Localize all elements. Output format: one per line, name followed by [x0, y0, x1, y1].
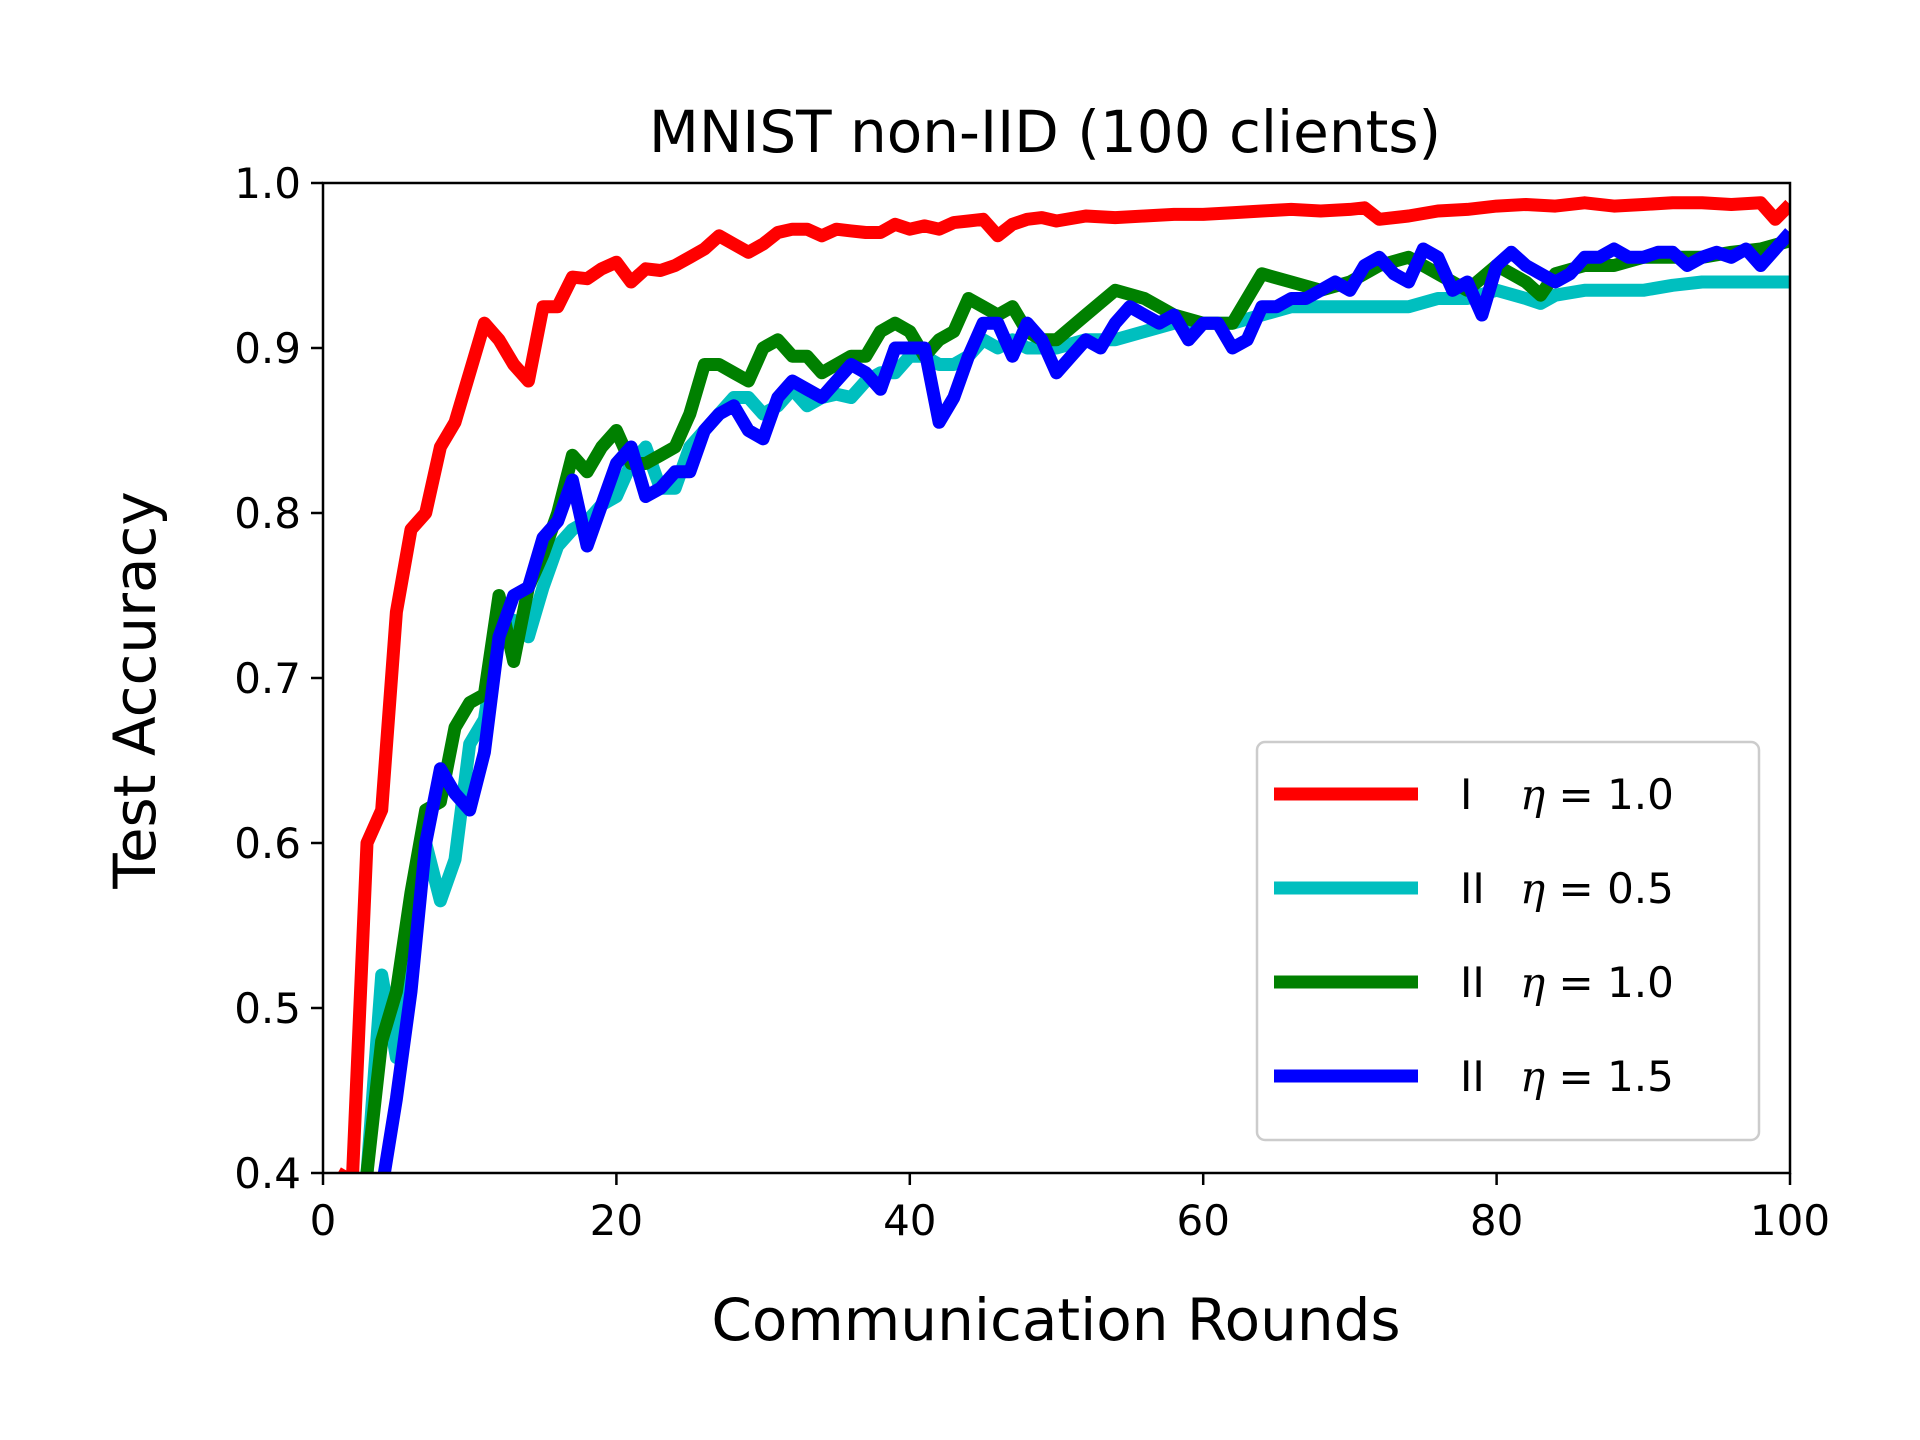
x-tick-label: 40 — [883, 1196, 936, 1245]
y-axis-label: Test Accuracy — [101, 491, 169, 889]
legend-label-2: II η = 0.5 — [1460, 864, 1674, 913]
x-axis: 0 20 40 60 80 100 — [310, 1173, 1830, 1245]
chart-title: MNIST non-IID (100 clients) — [649, 98, 1441, 166]
x-tick-label: 80 — [1470, 1196, 1523, 1245]
series-line-4 — [377, 228, 1790, 1173]
y-tick-label: 1.0 — [234, 159, 301, 208]
series-line-2 — [360, 275, 1790, 1173]
series-line-1 — [337, 196, 1790, 1173]
x-tick-label: 60 — [1176, 1196, 1229, 1245]
legend-label-3: II η = 1.0 — [1460, 958, 1674, 1007]
x-tick-label: 100 — [1750, 1196, 1830, 1245]
series-layer — [337, 196, 1790, 1173]
x-axis-label: Communication Rounds — [711, 1286, 1400, 1354]
y-axis: 0.4 0.5 0.6 0.7 0.8 0.9 1.0 — [234, 159, 323, 1198]
y-tick-label: 0.9 — [234, 324, 301, 373]
legend-label-4: II η = 1.5 — [1460, 1052, 1674, 1101]
x-tick-label: 20 — [590, 1196, 643, 1245]
x-tick-label: 0 — [310, 1196, 337, 1245]
y-tick-label: 0.6 — [234, 819, 301, 868]
y-tick-label: 0.7 — [234, 654, 301, 703]
y-tick-label: 0.8 — [234, 489, 301, 538]
legend-frame — [1255, 740, 1761, 1142]
y-tick-label: 0.4 — [234, 1149, 301, 1198]
y-tick-label: 0.5 — [234, 984, 301, 1033]
